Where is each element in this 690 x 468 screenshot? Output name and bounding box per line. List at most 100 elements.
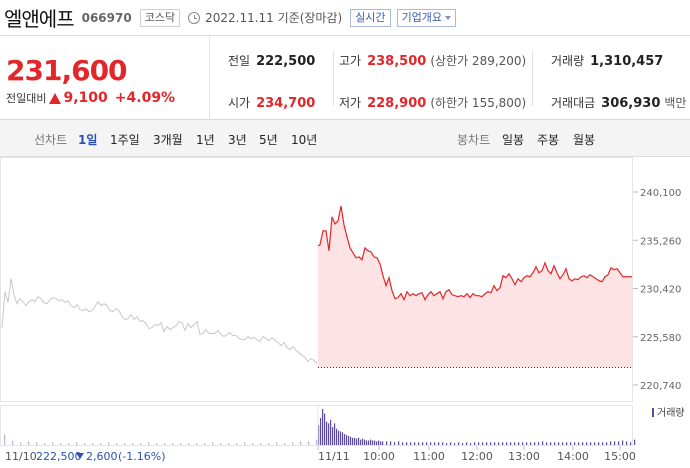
volume-bar [446,443,448,445]
y-tick-label: 230,420 [640,285,681,296]
x-tick-label: 11/10 [5,450,37,463]
volume-bar [260,443,262,445]
volume-bar [252,443,254,445]
volume-bar [28,441,30,445]
volume-bar [76,442,78,445]
x-tick-label: 11/11 [318,450,350,463]
volume-bar [330,419,332,445]
volume-bar [566,442,568,445]
volume-bar [220,443,222,445]
volume-bar [334,423,336,445]
volume-bar [148,442,150,445]
volume-bar [338,430,340,445]
volume-bar [140,443,142,445]
volume-bar [4,434,6,445]
tab-5y[interactable]: 5년 [259,133,278,147]
tab-monthly[interactable]: 월봉 [573,133,596,147]
x-tick-label: 11:00 [413,450,445,463]
price-chart-svg: 240,100 235,260 230,420 225,580 220,740 거래량 11… [0,157,685,463]
as-of-date: 2022.11.11 기준(장마감) [205,11,343,25]
volume-bar [510,442,512,445]
volume-bar [618,441,620,445]
volume-bar [324,413,326,445]
volume-bar [614,441,616,445]
volume-bar [506,442,508,445]
tab-daily[interactable]: 일봉 [502,133,525,147]
tab-3y[interactable]: 3년 [228,133,247,147]
volume-plot-frame [0,405,633,446]
volume-bar [470,443,472,445]
tab-1w[interactable]: 1주일 [110,133,140,147]
change-line: 전일대비 9,100 +4.09% [6,90,175,106]
intraday-price-line [317,205,632,302]
tab-3m[interactable]: 3개월 [153,133,183,147]
current-price: 231,600 [6,54,128,87]
volume-bar [236,443,238,445]
volume-bar [316,439,318,445]
volume-bar [606,442,608,445]
realtime-button[interactable]: 실시간 [350,8,391,27]
volume-bar [346,435,348,445]
volume-bar [438,442,440,445]
volume-bar [546,442,548,445]
volume-bar [550,442,552,445]
volume-bar [36,442,38,445]
volume-legend-label: 거래량 [657,407,685,419]
clock-icon [188,11,201,24]
volume-bar [12,440,14,445]
volume-bar [522,442,524,445]
divider [532,50,533,106]
x-tick-label: 12:00 [461,450,493,463]
company-info-label: 기업개요 [401,10,443,24]
stat-value: 222,500 [256,54,316,69]
volume-bar [478,442,480,445]
change-label: 전일대비 [6,92,47,105]
footer-prev-close: 222,500 [36,450,82,463]
volume-bar [610,441,612,445]
volume-bar [354,437,356,445]
tab-10y[interactable]: 10년 [291,133,318,147]
volume-bar [342,432,344,445]
volume-bar [156,443,158,445]
quote-panel: 231,600 전일대비 9,100 +4.09% 전일 222,500 시가 … [0,36,690,120]
volume-bar [434,442,436,445]
y-tick-label: 240,100 [640,188,681,199]
stat-prev-close: 전일 222,500 [228,52,315,69]
x-tick-label: 10:00 [363,450,395,463]
volume-bar [398,441,400,445]
volume-bar [352,437,354,445]
tab-1d[interactable]: 1일 [78,133,98,147]
price-plot-frame [0,157,633,402]
volume-bar [328,423,330,445]
volume-bar [454,443,456,445]
volume-bar [450,442,452,445]
volume-bar [308,441,310,445]
tab-1y[interactable]: 1년 [196,133,215,147]
volume-bar [350,436,352,445]
quote-stats: 전일 222,500 시가 234,700 고가 238,500 (상한가 28… [210,36,690,120]
volume-bar [498,442,500,445]
volume-bar [502,442,504,445]
volume-bar [406,442,408,445]
market-badge: 코스닥 [139,8,181,27]
stat-label: 전일 [228,54,251,68]
volume-bar [474,442,476,445]
stat-value: 1,310,457 [590,54,664,69]
volume-bar [442,442,444,445]
volume-bar [622,440,624,445]
volume-bar [382,441,384,445]
volume-bar [370,439,372,445]
volume-bar [356,438,358,445]
volume-bar [124,443,126,445]
tab-weekly[interactable]: 주봉 [537,133,560,147]
volume-bar [466,442,468,445]
prev-day-price-line [1,278,318,364]
volume-bar [108,442,110,445]
x-tick-label: 13:00 [508,450,540,463]
company-info-dropdown[interactable]: 기업개요 [396,8,457,27]
volume-bar [326,421,328,445]
volume-bar [300,441,302,445]
stat-label: 거래량 [551,54,585,68]
stat-low: 저가 228,900 (하한가 155,800) [339,94,526,111]
stock-name: 엘앤에프 [4,7,75,31]
